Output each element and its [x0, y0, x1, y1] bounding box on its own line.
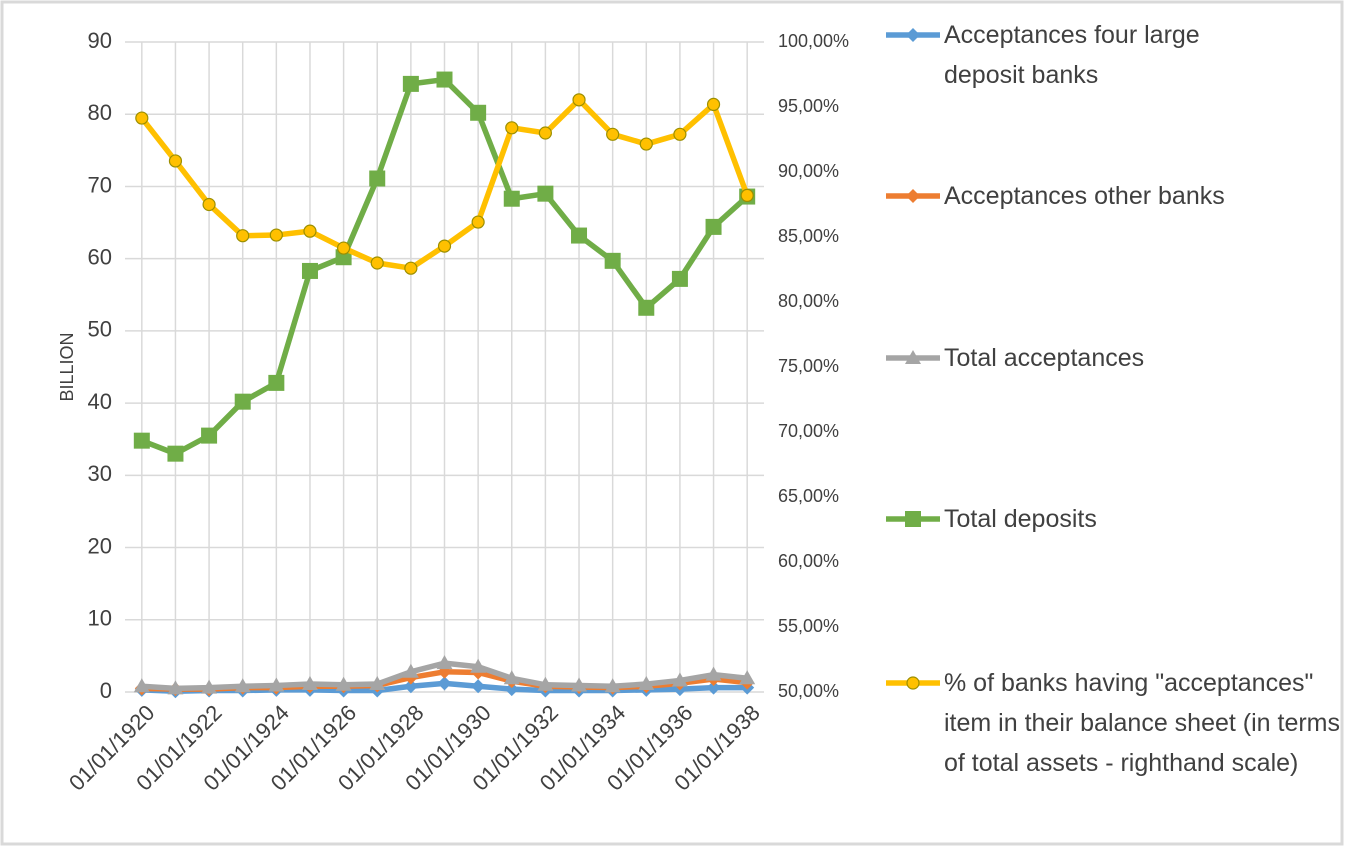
data-point	[437, 676, 452, 691]
data-point	[301, 676, 318, 691]
data-point	[437, 239, 452, 253]
y2-tick-label: 100,00%	[778, 31, 849, 51]
y-tick-label: 50	[88, 317, 112, 342]
y-tick-label: 10	[88, 606, 112, 631]
y2-tick-label: 65,00%	[778, 486, 839, 506]
data-point	[471, 679, 486, 694]
data-point	[404, 261, 418, 275]
data-point	[269, 228, 283, 242]
grid	[125, 41, 764, 693]
data-point	[471, 215, 485, 229]
y2-tick-label: 90,00%	[778, 161, 839, 181]
data-point	[470, 104, 487, 121]
legend-label: % of banks having "acceptances" item in …	[944, 669, 1341, 777]
data-point	[604, 678, 621, 693]
data-point	[370, 256, 384, 270]
data-point	[537, 676, 554, 691]
data-point	[436, 655, 453, 670]
data-point	[572, 93, 586, 107]
data-point	[403, 679, 418, 694]
data-point	[337, 241, 351, 255]
legend-marker	[906, 676, 920, 690]
y2-tick-label: 80,00%	[778, 291, 839, 311]
data-point	[167, 445, 184, 462]
data-point	[504, 682, 519, 697]
data-point	[268, 677, 285, 692]
legend-marker	[906, 189, 920, 203]
data-point	[671, 672, 688, 687]
data-point	[739, 670, 756, 685]
data-point	[470, 658, 487, 673]
y2-tick-label: 75,00%	[778, 356, 839, 376]
data-point	[133, 432, 150, 449]
legend-marker	[905, 511, 921, 527]
data-point	[706, 680, 721, 695]
data-point	[673, 127, 687, 141]
data-point	[503, 670, 520, 685]
y2-tick-label: 95,00%	[778, 96, 839, 116]
data-point	[234, 678, 251, 693]
plot	[133, 71, 756, 699]
legend-label: Acceptances four large deposit banks	[944, 21, 1200, 89]
data-point	[740, 188, 754, 202]
y-tick-label: 70	[88, 172, 112, 197]
data-point	[402, 663, 419, 678]
legend-marker	[905, 350, 921, 364]
data-point	[436, 71, 453, 88]
y2-tick-label: 85,00%	[778, 226, 839, 246]
data-point	[335, 676, 352, 691]
data-point	[202, 197, 216, 212]
y-tick-label: 80	[88, 100, 112, 125]
data-point	[369, 170, 386, 187]
data-point	[705, 666, 722, 681]
data-point	[168, 154, 183, 168]
data-point	[167, 680, 184, 695]
data-point	[638, 299, 655, 316]
y2-tick-label: 60,00%	[778, 551, 839, 571]
y2-tick-label: 50,00%	[778, 681, 839, 701]
data-point	[133, 678, 150, 693]
y-axis-label: BILLION	[57, 332, 77, 401]
data-point	[571, 677, 588, 692]
data-point	[303, 224, 317, 238]
y-tick-label: 40	[88, 389, 112, 414]
data-point	[639, 137, 653, 151]
data-point	[268, 374, 285, 391]
y-tick-label: 0	[100, 678, 112, 703]
data-point	[537, 185, 554, 202]
data-point	[638, 676, 655, 691]
y-tick-label: 60	[88, 244, 112, 269]
data-point	[234, 393, 251, 410]
legend-label: Total acceptances	[944, 344, 1145, 372]
y-tick-label: 90	[88, 28, 112, 53]
data-point	[505, 121, 519, 135]
y-tick-label: 30	[88, 461, 112, 486]
data-point	[604, 252, 621, 269]
data-point	[606, 127, 620, 141]
legend-marker	[906, 28, 920, 42]
data-point	[705, 218, 722, 235]
data-point	[402, 75, 419, 92]
data-point	[571, 227, 588, 244]
y2-tick-label: 55,00%	[778, 616, 839, 636]
y-tick-label: 20	[88, 533, 112, 558]
legend-label: Acceptances other banks	[944, 182, 1225, 210]
data-point	[301, 262, 318, 279]
legend-label: Total deposits	[944, 505, 1097, 533]
data-point	[201, 679, 218, 694]
data-point	[135, 111, 149, 125]
data-point	[706, 97, 721, 112]
data-point	[538, 126, 552, 140]
y2-tick-label: 70,00%	[778, 421, 839, 441]
data-point	[671, 270, 688, 287]
data-point	[369, 676, 386, 691]
data-point	[503, 190, 520, 207]
data-point	[236, 229, 250, 243]
data-point	[201, 427, 218, 444]
